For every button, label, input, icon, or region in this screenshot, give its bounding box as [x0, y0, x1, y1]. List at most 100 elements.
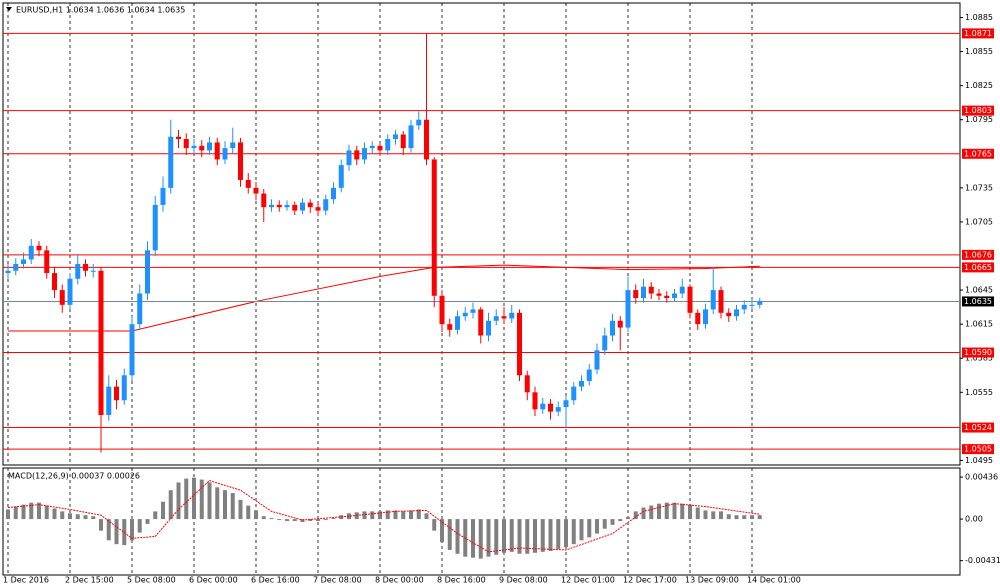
level-label-box: [962, 422, 994, 433]
level-label: 1.0765: [964, 149, 992, 158]
macd-bar: [13, 506, 18, 520]
macd-bar: [734, 515, 739, 520]
level-label-box: [962, 444, 994, 455]
macd-bar: [21, 504, 26, 520]
candle-body: [362, 148, 367, 160]
macd-bar: [610, 519, 615, 525]
y-tick-label: 1.0855: [965, 47, 993, 56]
candle-body: [648, 286, 654, 294]
macd-bar: [370, 511, 375, 520]
macd-bar: [277, 519, 282, 521]
macd-bar: [68, 513, 72, 520]
candle-body: [734, 309, 739, 317]
macd-bar: [509, 519, 514, 552]
candle-body: [292, 204, 298, 211]
menu-triangle: [6, 7, 12, 11]
macd-bar: [285, 519, 289, 522]
candle-body: [385, 139, 391, 151]
y-tick-label: 1.0645: [965, 286, 993, 295]
macd-bar: [29, 502, 34, 520]
y-tick-label: 0.00: [965, 515, 983, 524]
macd-bar: [440, 519, 444, 543]
candle-body: [718, 290, 724, 313]
candle-body: [586, 369, 592, 381]
level-label-box: [962, 347, 994, 358]
candle-body: [710, 290, 716, 310]
candle-body: [369, 145, 375, 149]
macd-bar: [672, 502, 677, 520]
candle-body: [594, 350, 600, 370]
candle-body: [28, 245, 34, 260]
macd-bar: [432, 519, 437, 531]
macd-bar: [308, 519, 313, 522]
macd-title: MACD(12,26,9) 0.00037 0.00026: [8, 472, 140, 481]
candle-body: [532, 392, 538, 410]
macd-bar: [571, 519, 576, 545]
candle-body: [563, 400, 569, 408]
macd-bar: [703, 510, 708, 520]
macd-bar: [52, 508, 57, 520]
candle-body: [98, 270, 104, 416]
macd-bar: [401, 511, 406, 520]
candle-body: [75, 263, 81, 279]
y-tick-label: 1.0795: [965, 115, 993, 124]
candle-body: [214, 142, 220, 160]
candle-body: [687, 286, 693, 313]
macd-bar: [641, 507, 646, 520]
macd-bar: [502, 519, 506, 553]
macd-bar: [664, 502, 669, 520]
macd-bar: [742, 515, 747, 520]
x-tick-label: 14 Dec 01:00: [747, 576, 801, 585]
candle-body: [703, 309, 708, 325]
candle-body: [602, 335, 608, 351]
macd-bar: [199, 479, 204, 520]
macd-bar: [176, 482, 181, 520]
candle-body: [695, 312, 701, 325]
candle-body: [36, 245, 42, 251]
macd-bar: [83, 515, 88, 520]
candle-body: [741, 304, 747, 310]
macd-bar: [602, 519, 607, 529]
macd-bar: [207, 482, 212, 520]
candle-body: [633, 290, 639, 299]
chart-title: EURUSD,H1 1.0634 1.0636 1.0634 1.0635: [16, 6, 185, 15]
macd-bar: [688, 504, 692, 520]
macd-bar: [91, 516, 96, 520]
macd-bar: [37, 502, 41, 520]
candle-body: [400, 134, 406, 149]
macd-bar: [184, 478, 189, 520]
candle-body: [21, 259, 26, 264]
candle-body: [199, 145, 205, 151]
macd-bar: [649, 505, 654, 520]
candle-body: [447, 324, 453, 330]
candle-body: [524, 375, 530, 393]
macd-bar: [626, 517, 630, 520]
candle-body: [408, 125, 414, 149]
candle-body: [137, 293, 143, 325]
macd-bar: [378, 511, 382, 520]
y-tick-label: 1.0735: [965, 183, 993, 192]
x-tick-label: 2 Dec 15:00: [65, 576, 114, 585]
macd-bar: [6, 509, 10, 520]
candle-body: [679, 286, 685, 294]
candle-body: [230, 142, 236, 149]
candle-body: [354, 150, 360, 160]
candle-body: [269, 204, 274, 208]
x-tick-label: 12 Dec 01:00: [561, 576, 615, 585]
macd-bar: [540, 519, 545, 552]
macd-bar: [455, 519, 460, 554]
macd-bar: [680, 503, 685, 520]
macd-bar: [292, 519, 297, 522]
macd-bar: [153, 511, 158, 520]
candle-body: [625, 290, 631, 328]
macd-bar: [261, 516, 266, 520]
candle-body: [145, 250, 150, 294]
candle-body: [540, 403, 546, 410]
candle-body: [152, 204, 158, 251]
candle-body: [571, 386, 577, 401]
bid-label: 1.0635: [964, 297, 992, 306]
candle-body: [276, 204, 282, 208]
macd-bar: [416, 509, 421, 520]
candle-body: [307, 202, 313, 208]
y-tick-label: 1.0825: [965, 81, 993, 90]
